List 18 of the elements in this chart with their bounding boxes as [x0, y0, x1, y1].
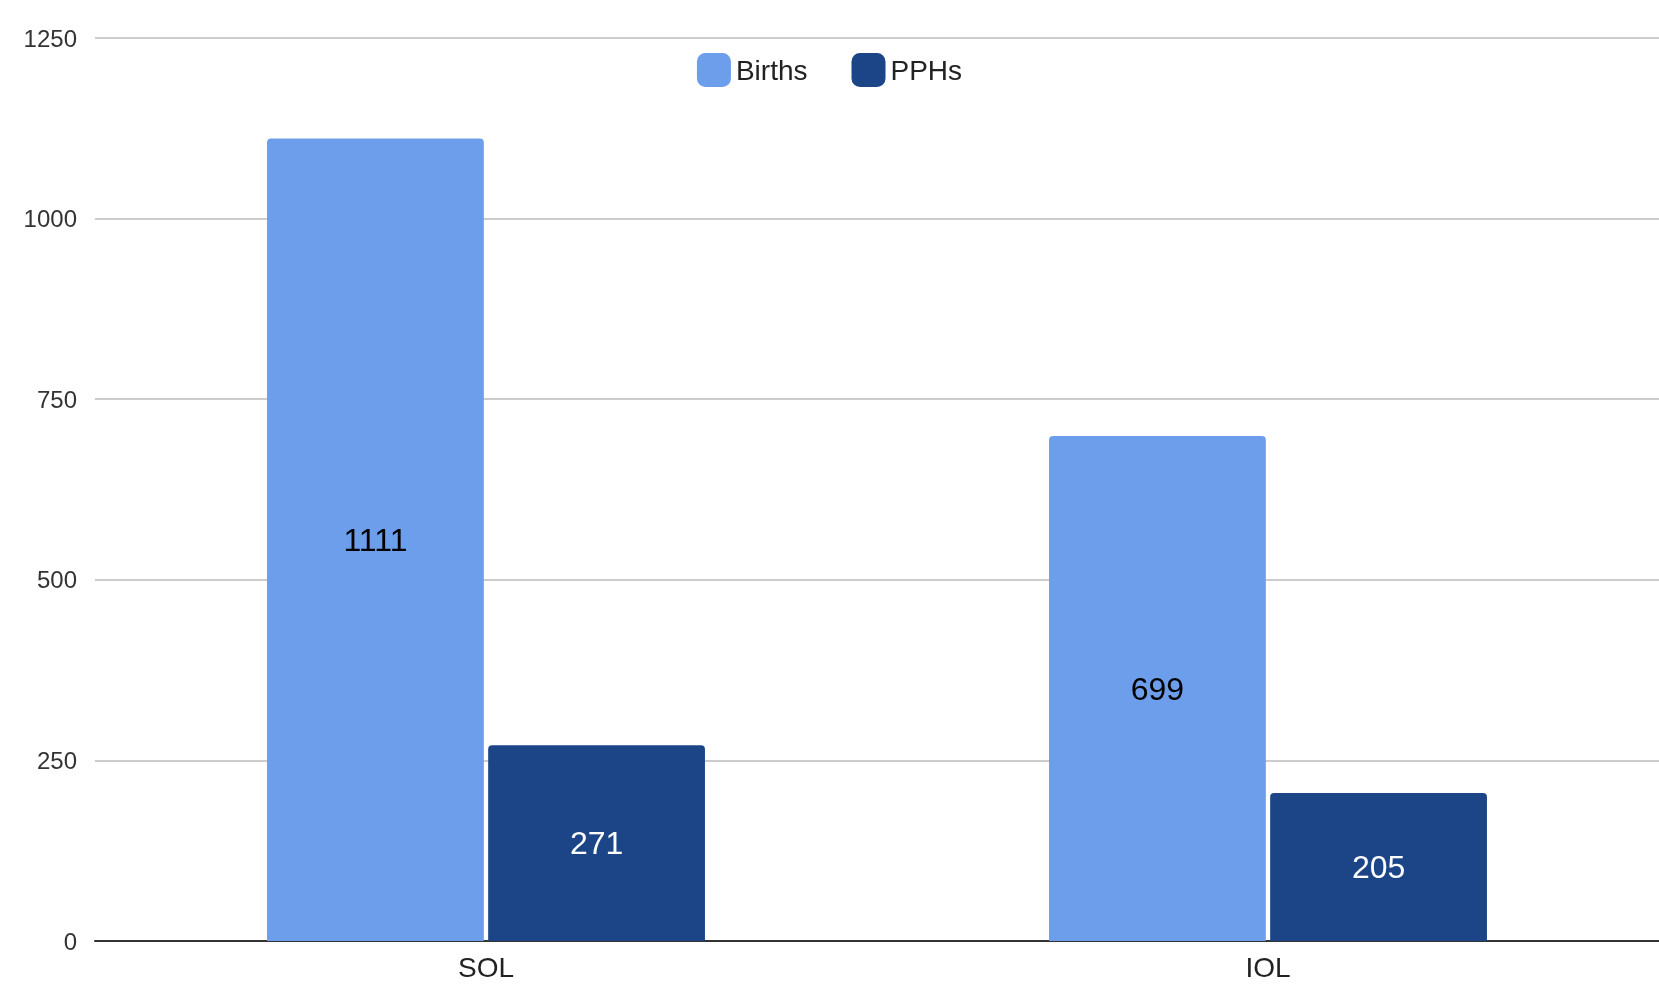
y-tick-label: 500	[36, 566, 77, 594]
bar	[267, 138, 484, 941]
x-tick-label: IOL	[1245, 951, 1291, 983]
bar	[488, 745, 705, 941]
data-label: 271	[569, 825, 624, 862]
y-tick-label: 250	[36, 746, 77, 774]
y-tick-label: 1000	[23, 205, 77, 233]
y-tick-label: 750	[36, 385, 77, 413]
bar	[1049, 436, 1266, 941]
x-tick-label: SOL	[457, 951, 515, 983]
bar	[1270, 792, 1487, 941]
data-label: 205	[1351, 848, 1406, 885]
legend-label: Births	[735, 54, 808, 86]
data-label: 699	[1130, 670, 1185, 707]
y-tick-label: 0	[63, 927, 77, 955]
legend-label: PPHs	[890, 54, 963, 86]
y-tick-label: 1250	[23, 24, 77, 52]
data-label: 1111	[343, 521, 408, 558]
